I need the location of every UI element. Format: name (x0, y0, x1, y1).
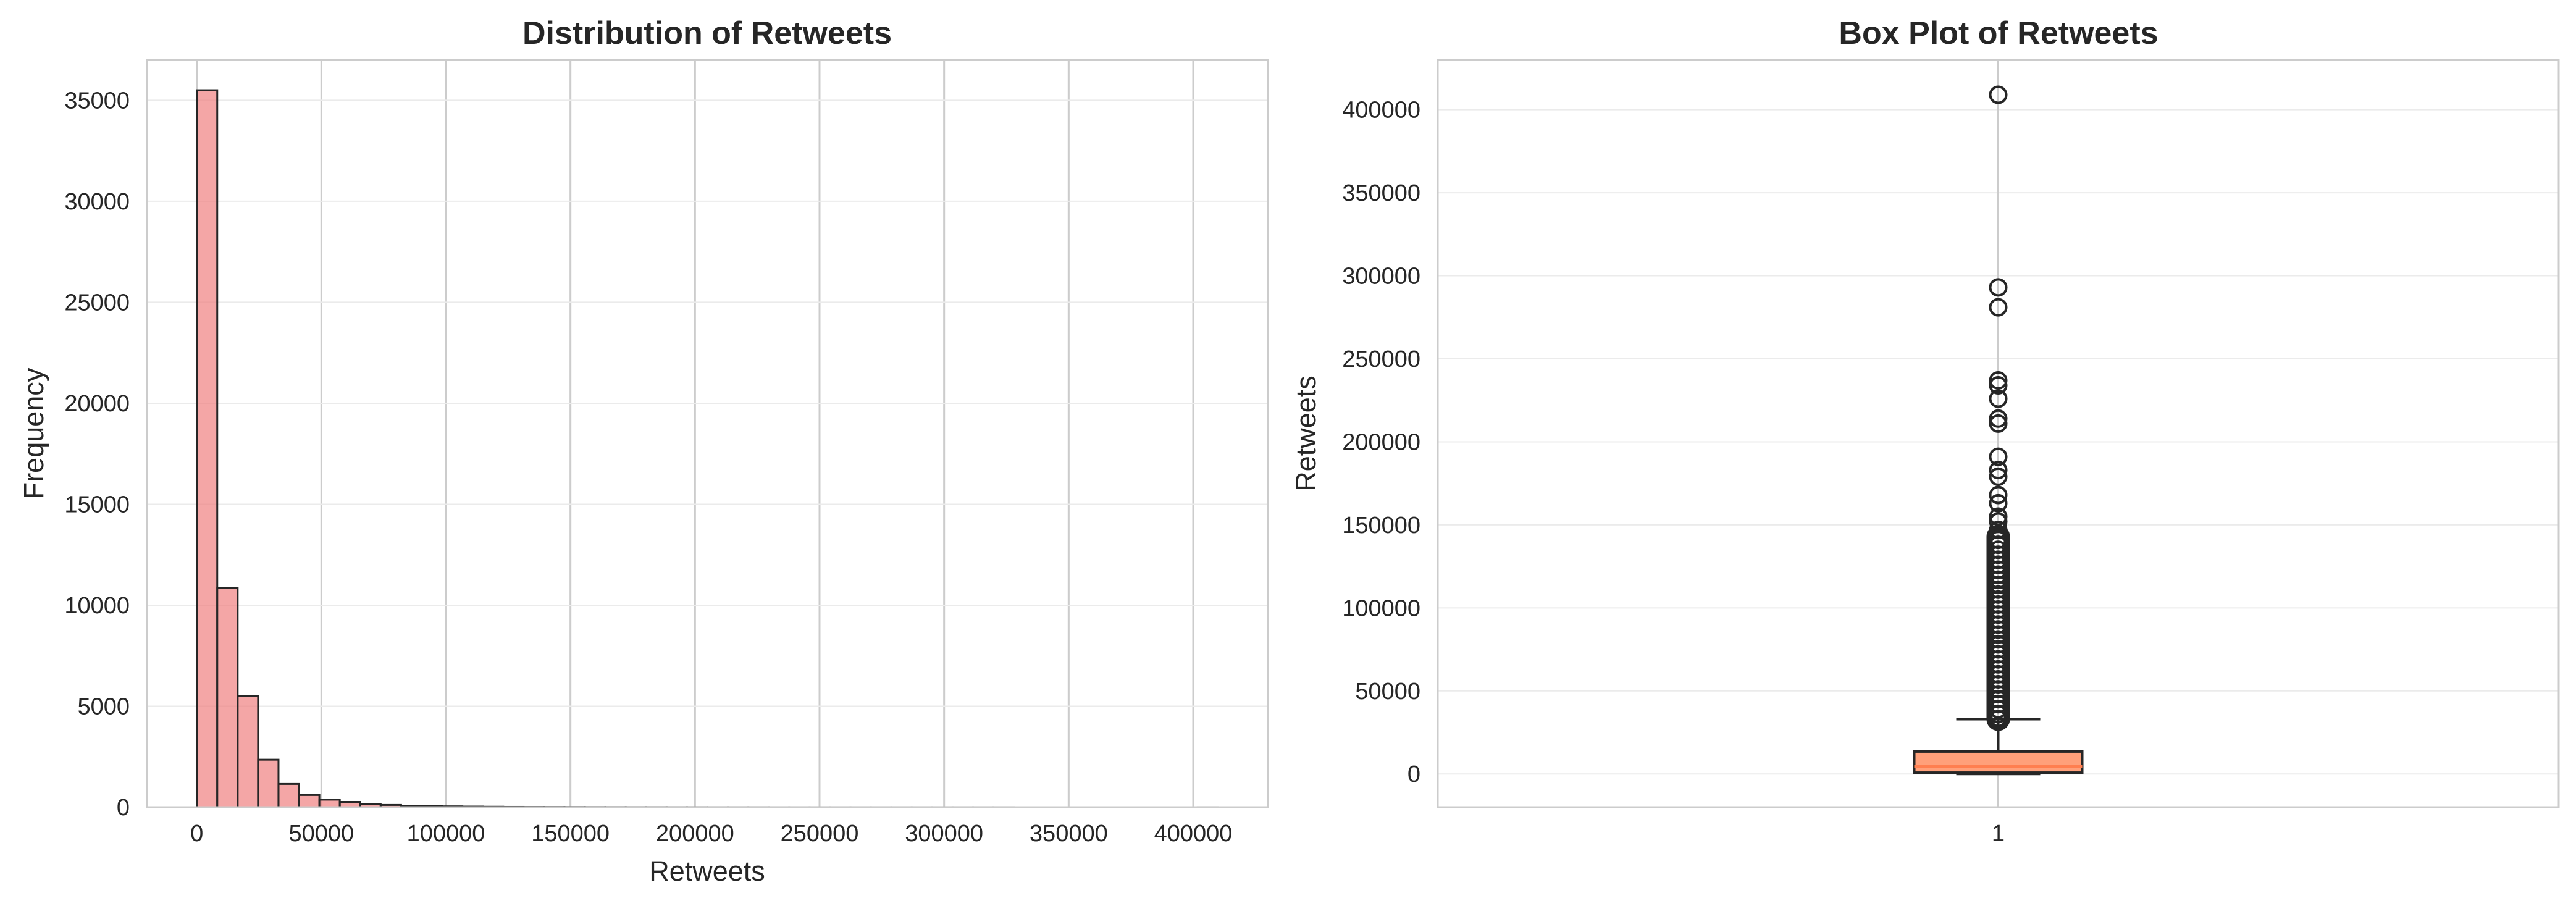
boxplot-outlier-14 (1989, 512, 2008, 531)
histogram-x-ticks: 0 50000 100000 150000 200000 250000 300000 3500… (190, 821, 1232, 847)
histogram-y-tick-label: 25000 (64, 290, 130, 316)
boxplot-outlier-15 (1989, 520, 2008, 539)
boxplot-outlier-8 (1989, 447, 2008, 466)
boxplot-outlier-9 (1989, 461, 2008, 480)
boxplot-y-tick-label: 350000 (1342, 180, 1420, 206)
boxplot-outlier-7 (1989, 414, 2008, 433)
boxplot-outlier-dense (1989, 540, 2008, 560)
boxplot-x-tick-label: 1 (1992, 821, 2005, 847)
histogram-bar-1 (216, 587, 239, 808)
boxplot-box (1913, 85, 2084, 776)
histogram-x-tick-label: 50000 (288, 821, 354, 847)
boxplot-outlier-1 (1989, 278, 2008, 297)
boxplot-outlier-0 (1989, 85, 2008, 104)
boxplot-frame (1437, 59, 2560, 808)
boxplot-y-tick-label: 100000 (1342, 595, 1420, 621)
histogram-x-tick-label: 200000 (656, 821, 734, 847)
histogram-x-tick-label: 100000 (407, 821, 485, 847)
histogram-x-tick-label: 150000 (531, 821, 610, 847)
histogram-panel: Distribution of Retweets 0 50000 100000 150… (18, 15, 1269, 887)
histogram-x-axis-label: Retweets (649, 855, 765, 887)
boxplot-y-tick-label: 250000 (1342, 346, 1420, 372)
boxplot-iqr-box (1913, 750, 2084, 774)
histogram-bars (196, 89, 1219, 808)
histogram-frame (146, 59, 1269, 808)
histogram-y-tick-label: 0 (117, 795, 130, 821)
boxplot-panel: Box Plot of Retweets 0 50000 100000 150000 2… (1290, 15, 2560, 847)
boxplot-y-tick-label: 0 (1408, 761, 1420, 787)
boxplot-y-tick-label: 300000 (1342, 264, 1420, 290)
boxplot-outlier-12 (1989, 493, 2008, 513)
boxplot-outlier-4 (1989, 376, 2008, 395)
histogram-bar-6 (318, 799, 341, 808)
histogram-y-tick-label: 35000 (64, 88, 130, 114)
histogram-x-tick-label: 300000 (905, 821, 983, 847)
histogram-bar-0 (196, 89, 219, 808)
histogram-y-axis-label: Frequency (18, 367, 49, 499)
boxplot-y-axis-label: Retweets (1290, 375, 1322, 492)
histogram-bar-2 (237, 695, 259, 808)
histogram-y-tick-label: 5000 (77, 694, 130, 719)
histogram-y-tick-label: 20000 (64, 391, 130, 417)
histogram-y-tick-label: 30000 (64, 189, 130, 215)
histogram-title: Distribution of Retweets (522, 15, 892, 51)
histogram-x-tick-label: 400000 (1154, 821, 1233, 847)
boxplot-outlier-11 (1989, 485, 2008, 505)
histogram-x-tick-label: 350000 (1030, 821, 1108, 847)
boxplot-title: Box Plot of Retweets (1839, 15, 2158, 51)
boxplot-y-ticks: 0 50000 100000 150000 200000 250000 300000 3500… (1342, 98, 1420, 788)
histogram-bar-5 (298, 794, 321, 808)
histogram-bar-4 (277, 782, 300, 808)
histogram-bar-3 (257, 758, 280, 808)
histogram-y-tick-label: 15000 (64, 492, 130, 518)
boxplot-outlier-13 (1989, 507, 2008, 526)
histogram-x-tick-label: 250000 (781, 821, 859, 847)
boxplot-outlier-6 (1989, 409, 2008, 428)
boxplot-y-tick-label: 400000 (1342, 98, 1420, 124)
histogram-y-tick-label: 10000 (64, 593, 130, 619)
boxplot-outlier-2 (1989, 298, 2008, 317)
boxplot-outlier-3 (1989, 371, 2008, 390)
boxplot-x-ticks: 1 (1992, 821, 2005, 847)
boxplot-outlier-10 (1989, 467, 2008, 486)
boxplot-y-tick-label: 200000 (1342, 429, 1420, 455)
boxplot-outlier-5 (1989, 389, 2008, 408)
boxplot-y-tick-label: 150000 (1342, 513, 1420, 539)
histogram-x-tick-label: 0 (190, 821, 203, 847)
boxplot-outlier-dense (1989, 531, 2008, 550)
boxplot-y-tick-label: 50000 (1355, 679, 1420, 705)
histogram-gridlines (147, 60, 1268, 808)
histogram-y-ticks: 0 5000 10000 15000 20000 25000 30000 35000 (64, 88, 130, 821)
